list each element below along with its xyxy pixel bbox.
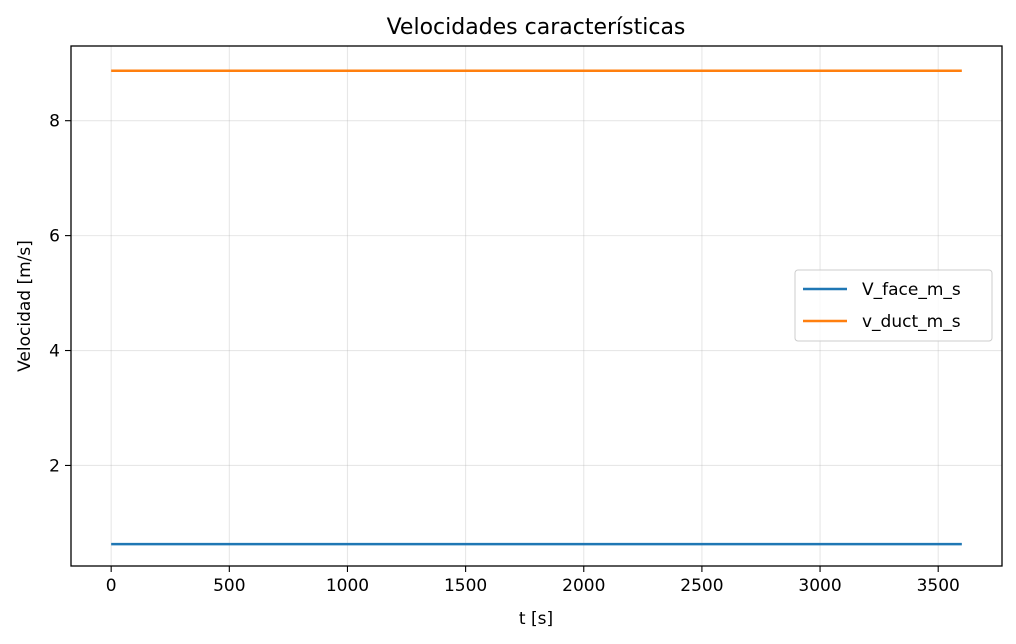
legend: V_face_m_s v_duct_m_s — [794, 269, 993, 342]
legend-label-v-duct: v_duct_m_s — [862, 312, 961, 332]
x-tick-label: 0 — [106, 576, 117, 596]
x-axis-ticks: 0 500 1000 1500 2000 2500 3000 3500 — [106, 566, 960, 596]
chart-title: Velocidades características — [387, 15, 686, 40]
x-tick-label: 3000 — [798, 576, 841, 596]
y-axis-ticks: 2 4 6 8 — [49, 112, 71, 476]
x-tick-label: 1500 — [444, 576, 487, 596]
y-tick-label: 4 — [49, 342, 60, 362]
legend-label-v-face: V_face_m_s — [862, 280, 961, 300]
series-group — [111, 69, 962, 546]
x-tick-label: 1000 — [326, 576, 369, 596]
plot-frame — [70, 45, 1003, 567]
x-tick-label: 2000 — [562, 576, 605, 596]
y-axis-label: Velocidad [m/s] — [15, 240, 35, 372]
grid — [71, 46, 1002, 566]
x-axis-label: t [s] — [519, 609, 553, 629]
y-tick-label: 6 — [49, 227, 60, 247]
x-tick-label: 2500 — [680, 576, 723, 596]
x-tick-label: 3500 — [917, 576, 960, 596]
x-tick-label: 500 — [213, 576, 245, 596]
y-tick-label: 8 — [49, 112, 60, 132]
y-tick-label: 2 — [49, 456, 60, 476]
